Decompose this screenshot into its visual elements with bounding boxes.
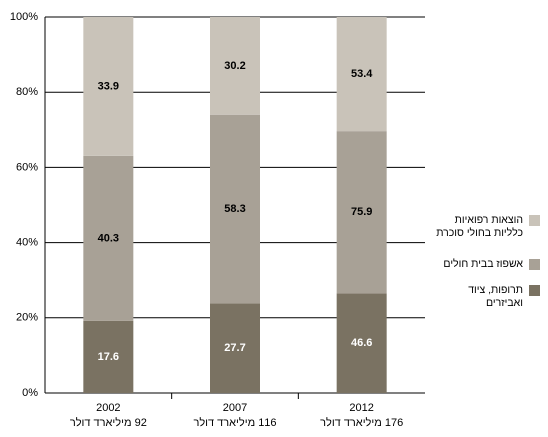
data-label: 17.6 <box>98 351 119 363</box>
legend-swatch <box>529 215 540 226</box>
bar-segment <box>336 17 387 132</box>
legend-swatch <box>529 259 540 270</box>
y-tick-label: 20% <box>16 312 38 324</box>
y-tick-label: 100% <box>10 11 38 23</box>
y-tick-label: 60% <box>16 161 38 173</box>
bar-segment <box>83 155 134 321</box>
y-tick-label: 80% <box>16 86 38 98</box>
x-tick-label: 2012 <box>349 402 373 414</box>
bar-segment <box>336 293 387 393</box>
data-label: 30.2 <box>224 60 245 72</box>
bar-segment <box>83 320 134 393</box>
data-label: 40.3 <box>98 232 119 244</box>
bar-segment <box>210 303 260 393</box>
legend-item: הוצאות רפואיות כלליות בחולי סוכרת <box>428 214 540 240</box>
x-tick-label: 2007 <box>223 402 247 414</box>
x-tick-label: 2002 <box>96 402 120 414</box>
legend-item: תרופות, ציוד ואביזרים <box>428 284 540 310</box>
legend-label: אשפוז בבית חולים <box>443 258 523 270</box>
legend-item: אשפוז בבית חולים <box>428 258 540 271</box>
data-label: 46.6 <box>351 337 372 349</box>
bar-segment <box>210 114 260 304</box>
bar-segment <box>83 17 134 156</box>
category-total: 116 מיליארד דולר <box>193 416 276 429</box>
legend-label: הוצאות רפואיות כלליות בחולי סוכרת <box>436 214 523 239</box>
bar-segment <box>336 131 387 294</box>
data-label: 58.3 <box>224 203 245 215</box>
data-label: 33.9 <box>98 80 119 92</box>
data-label: 53.4 <box>351 68 373 80</box>
category-total: 176 מיליארד דולר <box>320 416 403 429</box>
data-label: 75.9 <box>351 206 372 218</box>
legend-label: תרופות, ציוד ואביזרים <box>468 284 523 309</box>
category-total: 92 מיליארד דולר <box>70 416 147 429</box>
legend-swatch <box>529 285 540 296</box>
y-tick-label: 40% <box>16 237 38 249</box>
bar-segment <box>210 17 260 115</box>
y-tick-label: 0% <box>22 387 38 399</box>
data-label: 27.7 <box>224 342 245 354</box>
